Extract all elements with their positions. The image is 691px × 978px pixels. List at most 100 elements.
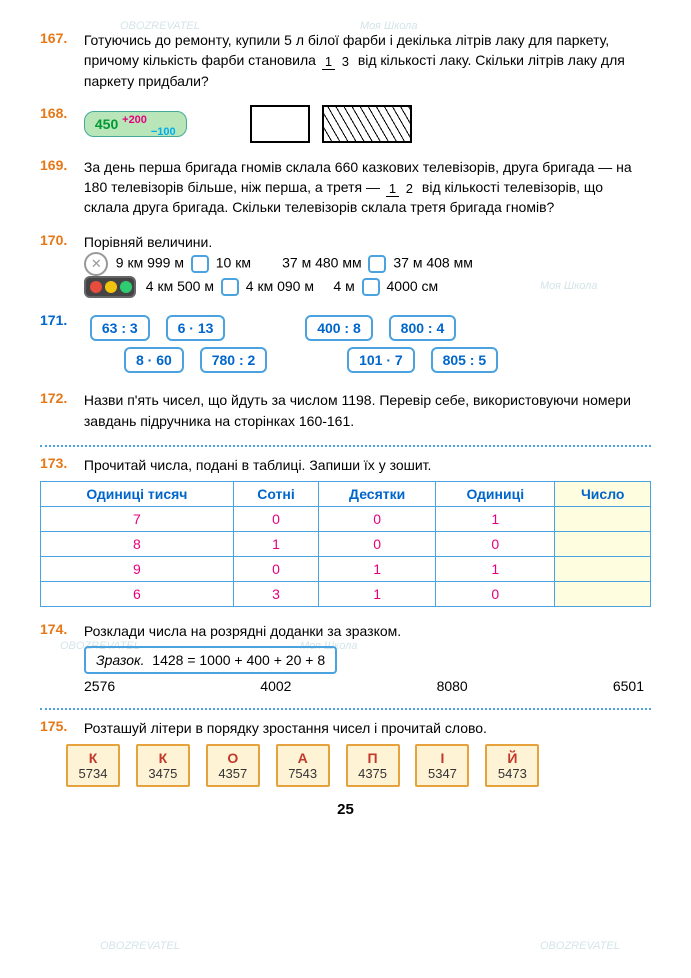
cell: 0: [319, 507, 436, 532]
title: Порівняй величини.: [84, 234, 212, 250]
exercise-174: 174. Розклади числа на розрядні доданки …: [40, 621, 651, 693]
value: 37 м 408 мм: [393, 255, 472, 271]
sample-expr: 1428 = 1000 + 400 + 20 + 8: [152, 652, 325, 668]
exercise-number: 168.: [40, 105, 80, 121]
cell: 8: [41, 532, 234, 557]
exercise-title: Прочитай числа, подані в таблиці. Запиши…: [84, 455, 644, 475]
exercise-169: 169. За день перша бригада гномів склала…: [40, 157, 651, 218]
number: 4375: [356, 766, 390, 781]
exercise-number: 173.: [40, 455, 80, 471]
cell: 0: [319, 532, 436, 557]
letter-chip-row: К 5734 К 3475 О 4357 А 7543 П 4375 І 534…: [60, 744, 651, 787]
cell: [555, 507, 651, 532]
cell: 6: [41, 582, 234, 607]
cell: 0: [233, 557, 318, 582]
value: 4 м: [333, 278, 354, 294]
number: 5473: [495, 766, 529, 781]
exercise-168: 168. 450 +200 −100: [40, 105, 651, 143]
number: 7543: [286, 766, 320, 781]
page-number: 25: [40, 801, 651, 818]
exercise-text: Назви п'ять чисел, що йдуть за числом 11…: [84, 390, 644, 431]
number: 3475: [146, 766, 180, 781]
letter: К: [76, 750, 110, 766]
number: 4357: [216, 766, 250, 781]
denominator: 3: [339, 54, 352, 69]
table-row: 6 3 1 0: [41, 582, 651, 607]
exercise-text: Готуючись до ремонту, купили 5 л білої ф…: [84, 30, 644, 91]
cell: 0: [233, 507, 318, 532]
exercise-175: 175. Розташуй літери в порядку зростання…: [40, 718, 651, 787]
table-header-row: Одиниці тисяч Сотні Десятки Одиниці Числ…: [41, 482, 651, 507]
number: 5734: [76, 766, 110, 781]
numerator: 1: [386, 181, 399, 197]
math-chip: 101 · 7: [347, 347, 415, 373]
table-row: 8 1 0 0: [41, 532, 651, 557]
exercise-number: 170.: [40, 232, 80, 248]
hatched-box: [322, 105, 412, 143]
cell: [555, 532, 651, 557]
col-header: Сотні: [233, 482, 318, 507]
traffic-light-icon: [84, 276, 136, 298]
math-chip: 400 : 8: [305, 315, 373, 341]
exercise-title: Розклади числа на розрядні доданки за зр…: [84, 621, 644, 641]
letter-chip: О 4357: [206, 744, 260, 787]
letter-chip: К 5734: [66, 744, 120, 787]
exercise-171: 171. 63 : 3 6 · 13 400 : 8 800 : 4 8 · 6…: [40, 312, 651, 376]
base-value: 450: [95, 116, 118, 132]
number: 2576: [84, 678, 115, 694]
letter-chip: К 3475: [136, 744, 190, 787]
letter-chip: І 5347: [415, 744, 469, 787]
watermark: OBOZREVATEL: [100, 940, 180, 952]
fraction: 1 2: [386, 182, 416, 195]
compare-box: [191, 255, 209, 273]
cell: 9: [41, 557, 234, 582]
letter: П: [356, 750, 390, 766]
denominator: 2: [403, 181, 416, 196]
letter-chip: П 4375: [346, 744, 400, 787]
letter: К: [146, 750, 180, 766]
value: 4000 см: [387, 278, 439, 294]
table-row: 7 0 0 1: [41, 507, 651, 532]
exercise-text: Порівняй величини. 9 км 999 м 10 км 37 м…: [84, 232, 644, 299]
exercise-text: За день перша бригада гномів склала 660 …: [84, 157, 644, 218]
math-chip: 6 · 13: [166, 315, 226, 341]
chip-group: 101 · 7 805 : 5: [341, 344, 504, 376]
compare-box: [368, 255, 386, 273]
col-header: Десятки: [319, 482, 436, 507]
letter: Й: [495, 750, 529, 766]
cell: 1: [436, 557, 555, 582]
cell: 1: [319, 582, 436, 607]
exercise-173: 173. Прочитай числа, подані в таблиці. З…: [40, 455, 651, 607]
value: 9 км 999 м: [116, 255, 184, 271]
chip-group: 400 : 8 800 : 4: [299, 312, 462, 344]
letter-chip: А 7543: [276, 744, 330, 787]
cell: 0: [436, 532, 555, 557]
sample-label: Зразок.: [96, 652, 145, 668]
number: 6501: [613, 678, 644, 694]
letter: І: [425, 750, 459, 766]
value: 4 км 500 м: [146, 278, 214, 294]
divider: [40, 445, 651, 447]
exercise-number: 167.: [40, 30, 80, 46]
exercise-number: 172.: [40, 390, 80, 406]
number: 4002: [260, 678, 291, 694]
math-chip: 63 : 3: [90, 315, 150, 341]
letter: А: [286, 750, 320, 766]
chip-group: 63 : 3 6 · 13: [84, 312, 232, 344]
value: 4 км 090 м: [246, 278, 314, 294]
letter-chip: Й 5473: [485, 744, 539, 787]
compare-box: [362, 278, 380, 296]
cell: 3: [233, 582, 318, 607]
math-chip: 780 : 2: [200, 347, 268, 373]
exercise-172: 172. Назви п'ять чисел, що йдуть за числ…: [40, 390, 651, 431]
cell: 1: [319, 557, 436, 582]
exercise-number: 169.: [40, 157, 80, 173]
math-chip: 8 · 60: [124, 347, 184, 373]
cell: [555, 582, 651, 607]
number-table: Одиниці тисяч Сотні Десятки Одиниці Числ…: [40, 481, 651, 607]
col-header: Число: [555, 482, 651, 507]
chip-group: 8 · 60 780 : 2: [118, 344, 273, 376]
watermark: OBOZREVATEL: [540, 940, 620, 952]
numbers-row: 2576 4002 8080 6501: [84, 678, 644, 694]
arrow-up-label: +200: [122, 114, 147, 126]
